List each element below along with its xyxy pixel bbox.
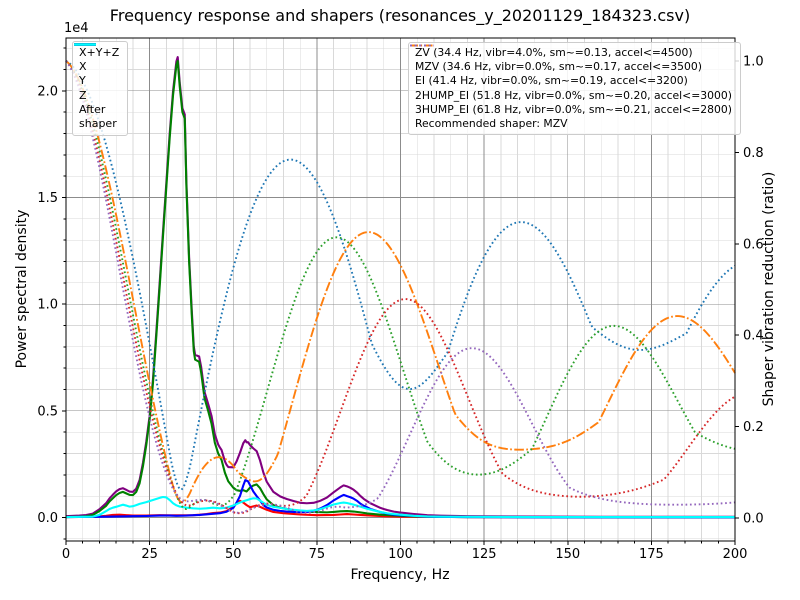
y-left-tick-label: 1.0	[37, 298, 58, 313]
curve-shaper-2hump_ei	[65, 60, 736, 515]
y-left-tick-label: 2.0	[37, 84, 58, 99]
x-tick-label: 25	[141, 547, 158, 562]
legend-entry-mzv-label: MZV (34.6 Hz, vibr=0.0%, sm~=0.17, accel…	[415, 60, 702, 74]
legend-entry-zv-label: ZV (34.4 Hz, vibr=4.0%, sm~=0.13, accel<…	[415, 46, 693, 59]
x-tick-label: 175	[639, 547, 664, 562]
curve-shaper-3hump_ei	[65, 60, 736, 514]
x-tick-label: 50	[225, 547, 242, 562]
legend-entry-z-label: Z	[79, 88, 87, 102]
legend-shaper-swatch	[410, 44, 434, 47]
y-left-tick-label: 0.5	[37, 404, 58, 419]
y-left-tick-label: 0.0	[37, 511, 58, 526]
tick-labels: 0 25 50 75 100 125 150 175 200 0.0 0.5 1.0 1.5 2.0 0.0…	[37, 54, 763, 562]
y-right-tick-label: 0.6	[743, 237, 764, 252]
legend-entry-after-shaper-label: After shaper	[79, 102, 117, 131]
legend-entry-ei-label: EI (41.4 Hz, vibr=0.0%, sm~=0.19, accel<…	[415, 74, 688, 88]
legend-entry-after-shaper: After shaper	[74, 43, 119, 131]
axis-ticks	[62, 47, 739, 545]
legend-entry-x-label: X	[79, 60, 87, 74]
curve-shaper-ei	[65, 60, 736, 511]
legend-recommended-shaper: Recommended shaper: MZV	[415, 117, 732, 131]
legend-entry-3hump_ei-label: 3HUMP_EI (61.8 Hz, vibr=0.0%, sm~=0.21, …	[415, 102, 732, 116]
y-right-tick-label: 0.0	[743, 512, 764, 527]
legend-entry-zv: ZV (34.4 Hz, vibr=4.0%, sm~=0.13, accel<…	[410, 44, 732, 60]
legend-entry-z: Z	[74, 43, 119, 103]
legend-entry-x: X	[74, 43, 119, 74]
y-axis-label-right: Shaper vibration reduction (ratio)	[761, 171, 777, 407]
shaper-curves	[65, 60, 736, 515]
y-right-tick-label: 0.4	[743, 329, 764, 344]
curve-psd-after-shaper	[65, 495, 735, 519]
psd-curves	[65, 56, 735, 519]
legend-footer-spacer	[409, 43, 435, 48]
legend-recommended-shaper-label: Recommended shaper: MZV	[415, 117, 568, 131]
y-left-tick-label: 1.5	[37, 191, 58, 206]
legend-entry-y: Y	[74, 43, 119, 88]
legend-entry-mzv: MZV (34.6 Hz, vibr=0.0%, sm~=0.17, accel…	[410, 44, 732, 74]
curve-shaper-mzv	[65, 60, 736, 504]
chart-title: Frequency response and shapers (resonanc…	[109, 6, 691, 25]
legend-entry-3hump_ei: 3HUMP_EI (61.8 Hz, vibr=0.0%, sm~=0.21, …	[410, 44, 732, 117]
y-right-tick-label: 1.0	[743, 54, 764, 69]
x-axis-label: Frequency, Hz	[350, 567, 450, 583]
y-axis-offset-label: 1e4	[64, 21, 89, 36]
x-tick-label: 75	[309, 547, 326, 562]
legend-entry-y-label: Y	[79, 74, 86, 88]
x-tick-label: 200	[723, 547, 748, 562]
legend-entry-x-y-z: X+Y+Z	[74, 43, 120, 60]
x-tick-label: 0	[62, 547, 70, 562]
legend-entry-x-y-z-label: X+Y+Z	[79, 46, 120, 59]
curve-psd-y	[65, 59, 735, 519]
x-tick-label: 150	[555, 547, 580, 562]
legend-entry-2hump_ei-label: 2HUMP_EI (51.8 Hz, vibr=0.0%, sm~=0.20, …	[415, 88, 732, 102]
x-tick-label: 125	[472, 547, 497, 562]
y-right-tick-label: 0.2	[743, 420, 764, 435]
y-axis-label-left: Power spectral density	[14, 209, 30, 369]
x-tick-label: 100	[388, 547, 413, 562]
y-right-tick-label: 0.8	[743, 146, 764, 161]
legend-entry-2hump_ei: 2HUMP_EI (51.8 Hz, vibr=0.0%, sm~=0.20, …	[410, 44, 732, 103]
legend-psd: X+Y+Z X Y Z After shaper	[72, 41, 129, 137]
legend-psd-swatch	[74, 43, 96, 46]
legend-entry-ei: EI (41.4 Hz, vibr=0.0%, sm~=0.19, accel<…	[410, 44, 732, 88]
legend-shapers: ZV (34.4 Hz, vibr=4.0%, sm~=0.13, accel<…	[408, 42, 741, 136]
